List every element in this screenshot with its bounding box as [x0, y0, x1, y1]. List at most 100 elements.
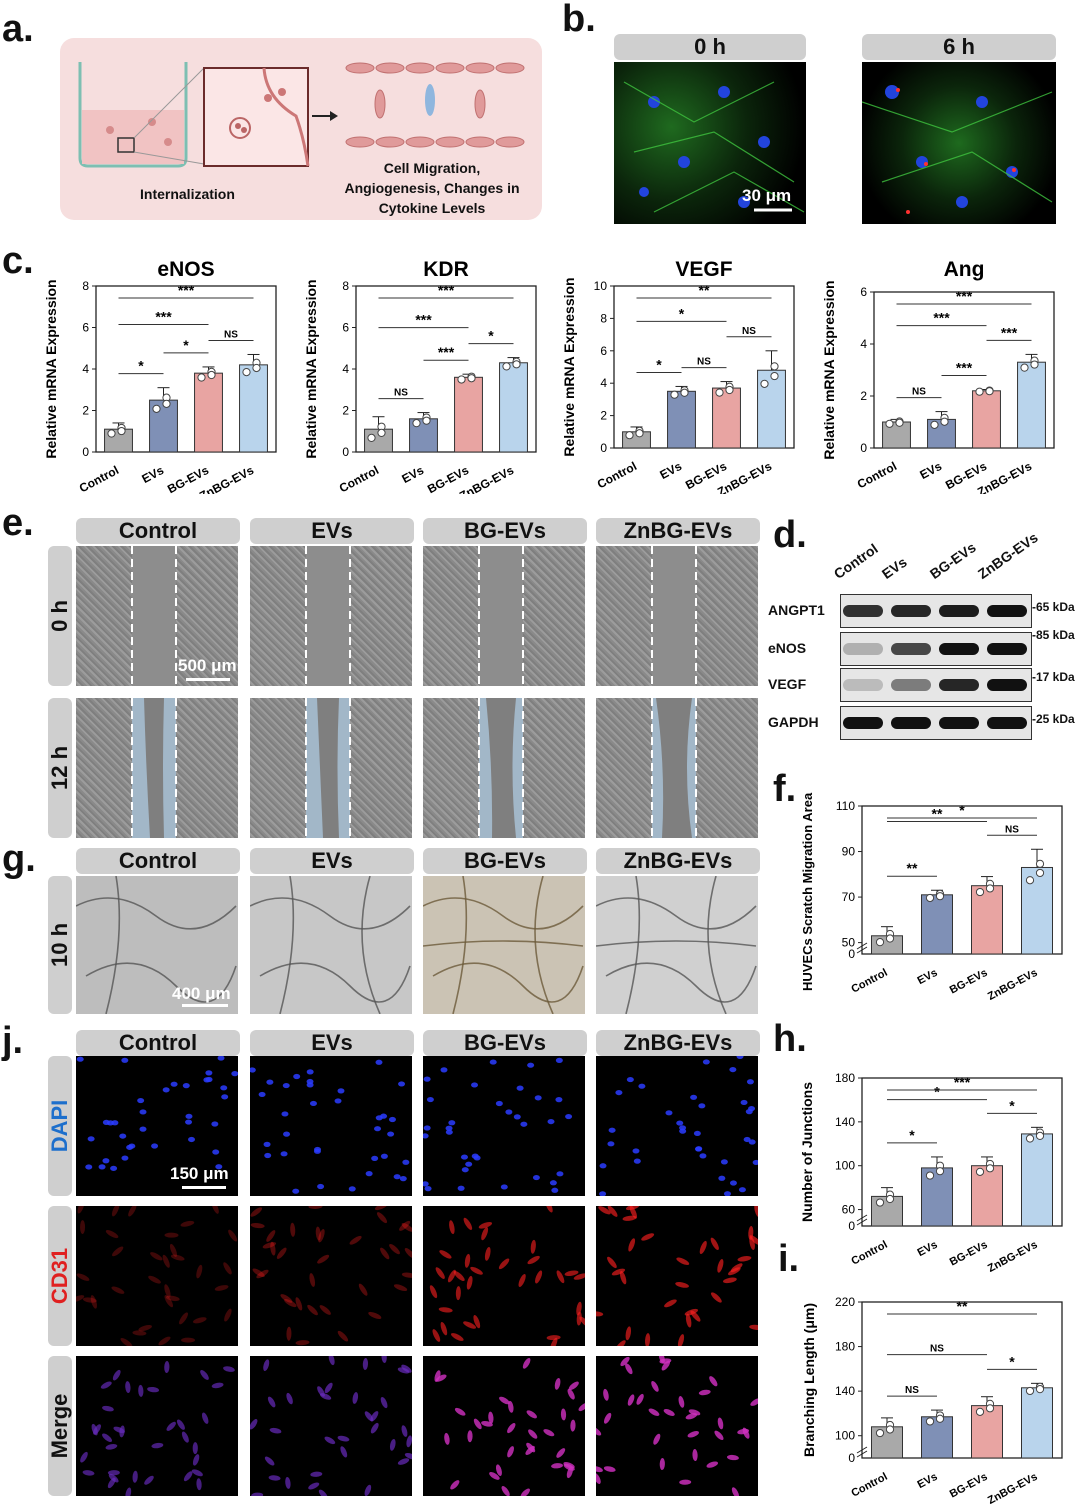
y-tick-label: 4	[342, 362, 349, 376]
if-image-merge-control	[76, 1356, 238, 1496]
b-image-0h: 30 μm	[614, 62, 806, 224]
if-cells	[429, 1206, 585, 1346]
nucleus	[599, 1163, 607, 1169]
nucleus	[282, 1082, 290, 1089]
nucleus	[615, 1089, 623, 1096]
schematic-panel-a: Internalization Cell Migration, Angiogen…	[60, 38, 542, 220]
nucleus	[738, 1187, 746, 1193]
panel-letter-g: g.	[2, 838, 36, 880]
tube-segment	[423, 897, 584, 930]
e-scale-bar	[186, 678, 230, 681]
y-tick-label: 6	[82, 321, 89, 335]
panel-letter-h: h.	[773, 1018, 807, 1060]
nucleus	[170, 1081, 178, 1087]
y-tick-label: 140	[835, 1384, 855, 1398]
merge-signal	[250, 1419, 258, 1430]
significance-label: **	[957, 1298, 968, 1314]
outcome-line-1: Cell Migration,	[383, 160, 481, 176]
merge-signal	[717, 1417, 724, 1430]
y-tick-label: 4	[82, 362, 89, 376]
nucleus	[258, 1091, 266, 1098]
tube-segment	[707, 876, 727, 1014]
remaining-gap	[144, 698, 164, 838]
cd31-signal	[438, 1307, 453, 1313]
tube-image-control	[76, 876, 238, 1014]
if-cells	[599, 1056, 758, 1196]
scratch-image-12h-bg-evs	[423, 698, 585, 838]
nucleus	[423, 1181, 429, 1187]
cd31-signal	[256, 1269, 269, 1279]
nucleus	[423, 1076, 431, 1082]
nucleus	[489, 1059, 497, 1065]
merge-signal	[714, 1430, 724, 1441]
bar-znbg-evs	[1021, 1133, 1053, 1227]
chart-enos: eNOS 0 2 4 6 8 Relative mRNA Expression Control…	[43, 258, 277, 494]
nucleus	[102, 1158, 110, 1164]
cd31-signal	[270, 1241, 276, 1256]
wb-lane-label-evs: EVs	[878, 553, 910, 582]
y-tick-label: 2	[82, 404, 89, 418]
b-header-6h: 6 h	[862, 34, 1056, 60]
cd31-signal	[556, 1270, 565, 1284]
scratch-gap	[652, 546, 696, 686]
cd31-signal	[164, 1295, 174, 1308]
data-point	[875, 1198, 885, 1207]
nucleus	[551, 1187, 559, 1193]
nucleus	[445, 1125, 453, 1131]
cd31-signal	[162, 1254, 170, 1268]
j-header-znbg-evs: ZnBG-EVs	[596, 1030, 760, 1056]
nucleus	[556, 1171, 564, 1177]
chart-title: VEGF	[675, 258, 732, 281]
cd31-signal	[111, 1206, 120, 1217]
significance-label: NS	[912, 387, 926, 398]
nucleus	[334, 1098, 342, 1104]
wb-protein-label-angpt1: ANGPT1	[768, 602, 825, 618]
merge-signal	[80, 1451, 88, 1463]
data-point	[670, 390, 679, 399]
e-row-label-12h: 12 h	[47, 698, 72, 838]
cd31-signal	[564, 1270, 579, 1276]
nucleus	[317, 1183, 325, 1190]
cd31-signal	[165, 1295, 180, 1302]
cd31-signal	[447, 1269, 456, 1283]
panel-letter-i: i.	[778, 1238, 800, 1280]
merge-signal	[406, 1435, 412, 1448]
merge-signal	[570, 1419, 576, 1432]
scratch-overlay	[131, 546, 177, 686]
data-point	[1030, 360, 1039, 369]
cd31-signal	[723, 1277, 737, 1284]
x-tick-label-control: Control	[77, 463, 121, 494]
if-image-merge-bg-evs	[423, 1356, 585, 1496]
cd31-signal	[399, 1220, 411, 1231]
merge-signal	[108, 1473, 119, 1483]
nucleus	[231, 1071, 238, 1077]
bar-znbg-evs	[499, 362, 528, 453]
tube-segment	[361, 876, 381, 1014]
nucleus	[306, 1069, 314, 1075]
merge-signal	[200, 1370, 209, 1380]
bar-bg-evs	[454, 376, 483, 453]
cd31-signal	[518, 1273, 526, 1287]
merge-signal	[467, 1430, 473, 1443]
y-tick-label: 220	[835, 1295, 855, 1309]
wb-protein-label-enos: eNOS	[768, 640, 807, 656]
x-tick-label-evs: EVs	[917, 459, 944, 482]
significance-label: NS	[930, 1344, 944, 1355]
y-tick-label: 0	[848, 1219, 855, 1233]
merge-signal	[93, 1424, 102, 1435]
merge-signal	[543, 1429, 555, 1437]
data-point	[197, 373, 206, 382]
merge-signal	[488, 1411, 494, 1424]
nucleus	[679, 1128, 687, 1134]
significance-label: NS	[1005, 824, 1019, 835]
merge-signal	[651, 1381, 659, 1392]
data-point	[985, 387, 994, 396]
merge-signal	[679, 1479, 692, 1485]
data-point	[625, 431, 634, 440]
nucleus	[205, 1070, 213, 1076]
cd31-signal	[596, 1311, 604, 1317]
cd31-signal	[625, 1326, 632, 1341]
nucleus	[139, 1126, 147, 1132]
cd31-signal	[545, 1206, 553, 1213]
merge-signal	[495, 1464, 502, 1477]
